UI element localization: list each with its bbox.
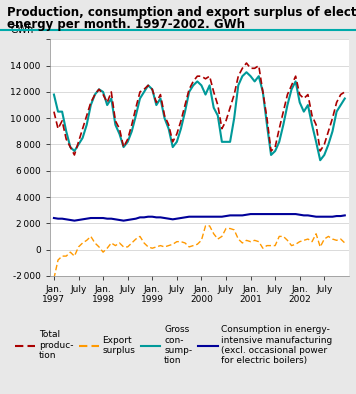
Text: GWh: GWh [11,25,34,35]
Legend: Total
produc-
tion, Export
surplus, Gross
con-
sump-
tion, Consumption in energy: Total produc- tion, Export surplus, Gros… [15,325,333,365]
Text: Production, consumption and export surplus of electric: Production, consumption and export surpl… [7,6,356,19]
Text: energy per month. 1997-2002. GWh: energy per month. 1997-2002. GWh [7,18,245,31]
